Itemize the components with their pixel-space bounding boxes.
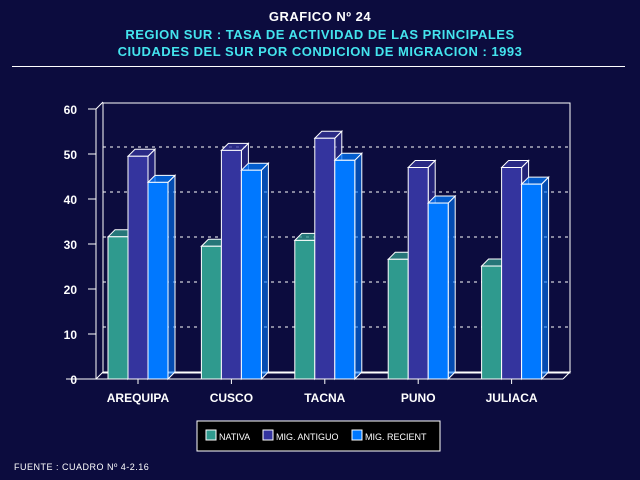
chart-title: GRAFICO Nº 24 (268, 9, 372, 24)
y-axis-top (95, 101, 104, 110)
legend: NATIVA MIG. ANTIGUO MIG. RECIENT (196, 420, 441, 452)
bar-front (107, 236, 129, 380)
bar-front (200, 245, 222, 380)
bar-mig-recient-arequipa (146, 174, 177, 381)
legend-box (196, 420, 441, 452)
legend-swatch (262, 429, 274, 441)
bar-front (334, 159, 356, 380)
legend-label: MIG. ANTIGUO (276, 432, 339, 442)
bar-front (427, 202, 449, 380)
bar-front (240, 169, 262, 380)
legend-label: MIG. RECIENT (365, 432, 427, 442)
bar-front (127, 155, 149, 380)
bar-front (501, 167, 523, 380)
bar-side (354, 152, 363, 381)
y-tick-label: 50 (64, 148, 78, 162)
y-tick-label: 60 (64, 103, 78, 117)
source-footnote: FUENTE : CUADRO Nº 4-2.16 (14, 462, 150, 472)
bar-front (387, 258, 409, 380)
bar-side (260, 161, 269, 381)
bar-front (521, 183, 543, 380)
bar-side (167, 174, 176, 381)
bar-side (447, 194, 456, 381)
x-tick-label: CUSCO (210, 391, 253, 405)
bar-front (481, 265, 503, 380)
legend-label: NATIVA (219, 432, 250, 442)
bar-mig-recient-puno (426, 194, 457, 381)
y-tick-label: 30 (64, 238, 78, 252)
bar-side (541, 175, 550, 381)
y-tick-label: 20 (64, 283, 78, 297)
x-tick-label: PUNO (401, 391, 436, 405)
y-tick-label: 10 (64, 328, 78, 342)
bar-mig-recient-tacna (333, 152, 364, 381)
bar-front (294, 239, 316, 380)
x-tick-label: TACNA (304, 391, 345, 405)
bar-mig-recient-cusco (240, 161, 270, 381)
x-tick-label: AREQUIPA (107, 391, 170, 405)
legend-swatch (351, 429, 363, 441)
chart-subtitle-line2: CIUDADES DEL SUR POR CONDICION DE MIGRAC… (117, 44, 523, 59)
bar-front (407, 167, 429, 380)
x-tick-label: JULIACA (486, 391, 538, 405)
legend-swatch (205, 429, 217, 441)
bar-front (314, 137, 336, 380)
bar-front (147, 181, 169, 380)
title-divider (12, 66, 625, 67)
bar-mig-recient-juliaca (520, 175, 550, 381)
bar-front (220, 149, 242, 380)
y-tick-label: 40 (64, 193, 78, 207)
y-tick-label: 0 (70, 373, 77, 387)
chart-subtitle-line1: REGION SUR : TASA DE ACTIVIDAD DE LAS PR… (125, 27, 515, 42)
